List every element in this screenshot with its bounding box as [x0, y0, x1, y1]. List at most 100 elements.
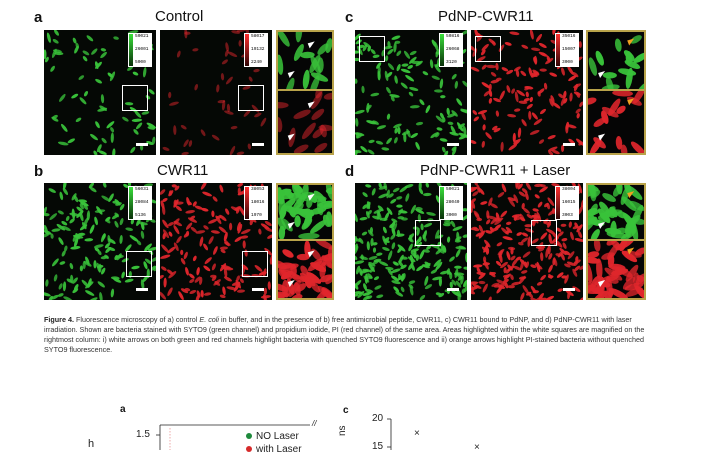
bacterium	[163, 277, 167, 288]
bacterium	[367, 209, 372, 215]
bacterium	[500, 261, 508, 269]
bacterium	[48, 295, 53, 300]
bacterium	[394, 75, 398, 84]
image-bacteria-layer	[355, 183, 467, 300]
bacterium	[355, 57, 361, 62]
bacterium	[547, 197, 555, 207]
bacterium	[59, 93, 66, 102]
bacterium	[384, 212, 390, 221]
zoom-red-d	[586, 241, 646, 300]
bacterium	[59, 191, 64, 201]
bacterium	[247, 143, 251, 150]
bacterium	[168, 271, 177, 279]
bacterium	[407, 65, 413, 69]
bacterium	[104, 243, 110, 249]
bacterium	[362, 291, 372, 296]
bacterium	[236, 222, 241, 232]
plot-c-marker-2: ×	[474, 442, 480, 453]
bacterium	[633, 91, 644, 104]
bacterium	[449, 281, 453, 289]
bacterium	[595, 50, 604, 66]
bacterium	[476, 56, 486, 62]
bacterium	[295, 32, 303, 43]
bacterium	[472, 110, 478, 115]
bacterium	[130, 218, 135, 225]
bacterium	[300, 208, 315, 217]
bacterium	[372, 259, 380, 265]
bacterium	[390, 96, 395, 102]
bacterium	[50, 65, 55, 72]
bacterium	[180, 288, 189, 294]
bacterium	[403, 132, 407, 143]
bacterium	[633, 52, 644, 63]
bacterium	[365, 210, 370, 219]
bacterium	[199, 236, 204, 247]
bacterium	[363, 283, 367, 291]
bacterium	[504, 42, 512, 46]
bacterium	[135, 122, 143, 130]
bacterium	[301, 122, 316, 140]
bacterium	[434, 89, 443, 93]
bacterium	[319, 124, 327, 138]
bacterium	[536, 211, 542, 223]
arrow-icon	[627, 98, 635, 106]
bacterium	[264, 220, 272, 227]
bacterium	[510, 247, 514, 255]
bacterium	[79, 203, 84, 210]
bacterium	[409, 87, 419, 91]
bacterium	[359, 268, 363, 276]
bacterium	[429, 59, 434, 69]
bacterium	[391, 242, 396, 250]
bacterium	[367, 229, 374, 237]
bacterium	[629, 200, 644, 211]
zoom-bacteria-layer	[588, 91, 644, 153]
bacterium	[387, 63, 395, 71]
bacterium	[615, 185, 623, 195]
bacterium	[162, 146, 170, 151]
bacterium	[110, 288, 115, 298]
bacterium	[372, 242, 378, 246]
bacterium	[223, 232, 228, 242]
bacterium	[575, 108, 581, 114]
bacterium	[278, 102, 289, 109]
bacterium	[588, 251, 600, 258]
colorbar-label: 35016	[562, 34, 576, 39]
bacterium	[67, 138, 75, 144]
bacterium	[236, 289, 246, 293]
bacterium	[76, 210, 84, 219]
bacterium	[580, 199, 583, 208]
bacterium	[278, 32, 290, 47]
bacterium	[267, 234, 272, 239]
bacterium	[127, 66, 134, 71]
arrow-icon	[307, 193, 315, 201]
bacterium	[424, 261, 431, 267]
bacterium	[168, 190, 174, 197]
bacterium	[190, 226, 197, 233]
bacterium	[219, 246, 228, 250]
bacterium	[538, 51, 548, 57]
figure-caption: Figure 4. Fluorescence microscopy of a) …	[44, 315, 664, 355]
bacterium	[446, 236, 451, 243]
bacterium	[78, 199, 88, 203]
bacterium	[66, 278, 72, 283]
bacterium	[415, 206, 423, 211]
arrow-icon	[287, 221, 295, 229]
colorbar-label: 28040	[446, 200, 460, 205]
bacterium	[211, 210, 215, 218]
bacterium	[409, 234, 413, 242]
bacterium	[530, 264, 537, 269]
bacterium	[588, 57, 598, 76]
bacterium	[471, 281, 479, 285]
bacterium	[435, 292, 442, 296]
bacterium	[458, 134, 467, 140]
bacterium	[400, 68, 411, 74]
bacterium	[537, 91, 541, 97]
bacterium	[194, 276, 201, 283]
bacterium	[515, 256, 522, 261]
bacterium	[415, 141, 420, 150]
bacterium	[548, 208, 557, 216]
bacterium	[264, 226, 272, 232]
bacterium	[258, 272, 265, 276]
bacterium	[576, 224, 583, 233]
bacterium	[130, 146, 136, 154]
